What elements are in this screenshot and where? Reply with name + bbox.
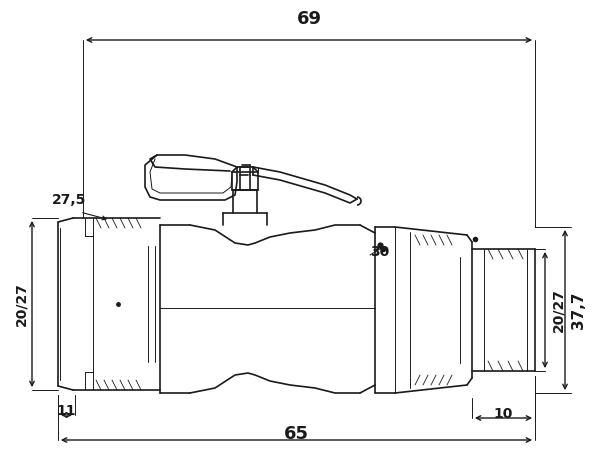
Text: 65: 65 <box>284 425 309 443</box>
Text: 37,7: 37,7 <box>571 291 586 329</box>
Text: 20/27: 20/27 <box>551 288 565 332</box>
Text: 20/27: 20/27 <box>14 282 28 326</box>
Text: 10: 10 <box>494 407 513 421</box>
Text: 11: 11 <box>57 404 76 418</box>
Text: 27,5: 27,5 <box>52 193 86 207</box>
Text: 69: 69 <box>296 10 322 28</box>
Text: 30: 30 <box>370 245 389 259</box>
